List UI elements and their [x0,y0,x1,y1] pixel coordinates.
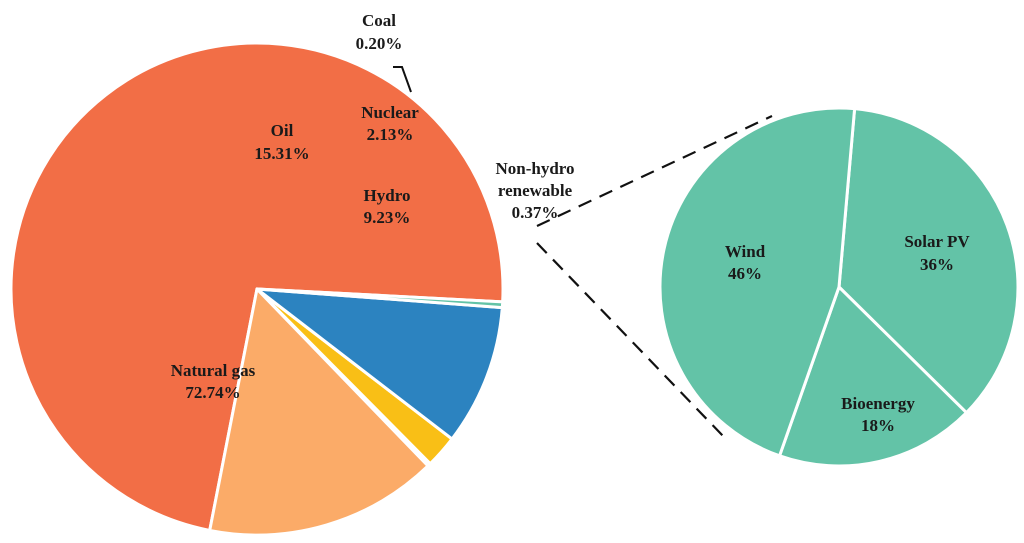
sub-solar-pv-slice [837,107,1020,415]
label-coal-value: 0.20% [356,34,403,53]
main-pie [9,41,505,537]
main-natural-gas-slice [9,41,505,532]
label-wind-value: 46% [728,264,762,283]
coal-leader-line [393,66,412,93]
sub-wind-slice [658,106,857,458]
label-oil-name: Oil [271,121,294,140]
label-bioenergy-name: Bioenergy [841,394,915,413]
label-hydro-name: Hydro [364,186,411,205]
label-solar-pv-value: 36% [920,255,954,274]
connector-upper [536,115,773,227]
label-solar-pv-name: Solar PV [904,232,970,251]
label-bioenergy-value: 18% [861,416,895,435]
main-non-hydro-renewable-slice [255,287,505,310]
label-nuclear-value: 2.13% [367,125,414,144]
slice-labels: Natural gas 72.74% Oil 15.31% Coal 0.20%… [171,11,971,435]
label-oil-value: 15.31% [254,144,309,163]
label-natural-gas-value: 72.74% [185,383,240,402]
label-wind-name: Wind [725,242,766,261]
label-renewable-name-line1: Non-hydro [495,159,574,178]
sub-bioenergy-slice [778,285,968,468]
main-hydro-slice [255,287,504,441]
label-hydro-value: 9.23% [364,208,411,227]
main-oil-slice [208,287,430,537]
label-renewable-name-line2: renewable [498,181,573,200]
label-renewable-value: 0.37% [512,203,559,222]
connector-lines [393,66,773,438]
label-nuclear-name: Nuclear [361,103,419,122]
label-coal-name: Coal [362,11,396,30]
label-natural-gas-name: Natural gas [171,361,256,380]
renewable-breakdown-pie [658,106,1020,468]
